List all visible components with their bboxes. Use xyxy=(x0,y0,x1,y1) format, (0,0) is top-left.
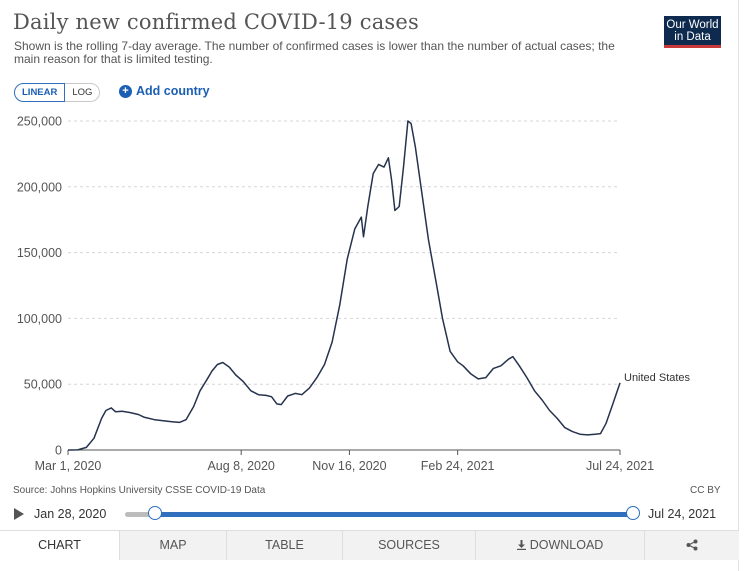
tab-chart[interactable]: CHART xyxy=(0,531,119,560)
series-line-united-states[interactable] xyxy=(67,120,621,451)
x-tick-label: Mar 1, 2020 xyxy=(35,459,102,473)
play-icon[interactable] xyxy=(14,508,24,520)
y-tick-label: 250,000 xyxy=(17,115,62,129)
timeline: Jan 28, 2020 Jul 24, 2021 xyxy=(0,502,739,526)
log-scale-button[interactable]: LOG xyxy=(65,83,101,102)
tab-map[interactable]: MAP xyxy=(119,531,226,560)
timeline-end-label: Jul 24, 2021 xyxy=(648,507,717,521)
tab-download[interactable]: DOWNLOAD xyxy=(475,531,644,560)
y-tick-label: 0 xyxy=(55,444,62,458)
y-tick-label: 200,000 xyxy=(17,180,62,194)
chart-title: Daily new confirmed COVID-19 cases xyxy=(13,10,420,34)
share-icon xyxy=(686,539,698,551)
tab-share[interactable] xyxy=(644,531,739,560)
series-label-united-states[interactable]: United States xyxy=(624,372,691,384)
download-label: DOWNLOAD xyxy=(529,538,604,552)
add-country-button[interactable]: + Add country xyxy=(119,84,210,98)
x-tick-label: Feb 24, 2021 xyxy=(421,459,495,473)
owid-logo[interactable]: Our World in Data xyxy=(664,16,721,48)
x-tick-label: Nov 16, 2020 xyxy=(312,459,386,473)
source-note[interactable]: Source: Johns Hopkins University CSSE CO… xyxy=(13,485,266,496)
logo-line-2: in Data xyxy=(674,31,711,43)
tab-table[interactable]: TABLE xyxy=(226,531,342,560)
logo-line-1: Our World xyxy=(666,19,719,31)
add-country-label: Add country xyxy=(136,84,210,98)
download-icon xyxy=(516,540,526,550)
license-link[interactable]: CC BY xyxy=(690,485,721,496)
chart-subtitle: Shown is the rolling 7-day average. The … xyxy=(14,39,615,66)
plus-circle-icon: + xyxy=(119,84,132,98)
timeline-start-label: Jan 28, 2020 xyxy=(34,507,107,521)
x-tick-label: Aug 8, 2020 xyxy=(207,459,274,473)
line-chart: 250,000 200,000 150,000 100,000 50,000 0 Mar … xyxy=(17,115,691,474)
scale-toggle: LINEAR LOG xyxy=(14,83,101,102)
y-tick-label: 150,000 xyxy=(17,246,62,260)
timeline-start-handle[interactable] xyxy=(148,506,162,520)
timeline-selected-range[interactable] xyxy=(155,512,633,517)
x-tick-label: Jul 24, 2021 xyxy=(586,459,654,473)
y-tick-label: 100,000 xyxy=(17,312,62,326)
tab-sources[interactable]: SOURCES xyxy=(342,531,475,560)
timeline-end-handle[interactable] xyxy=(626,506,640,520)
linear-scale-button[interactable]: LINEAR xyxy=(14,83,66,102)
tab-bar: CHART MAP TABLE SOURCES DOWNLOAD xyxy=(0,530,739,560)
y-tick-label: 50,000 xyxy=(24,378,62,392)
